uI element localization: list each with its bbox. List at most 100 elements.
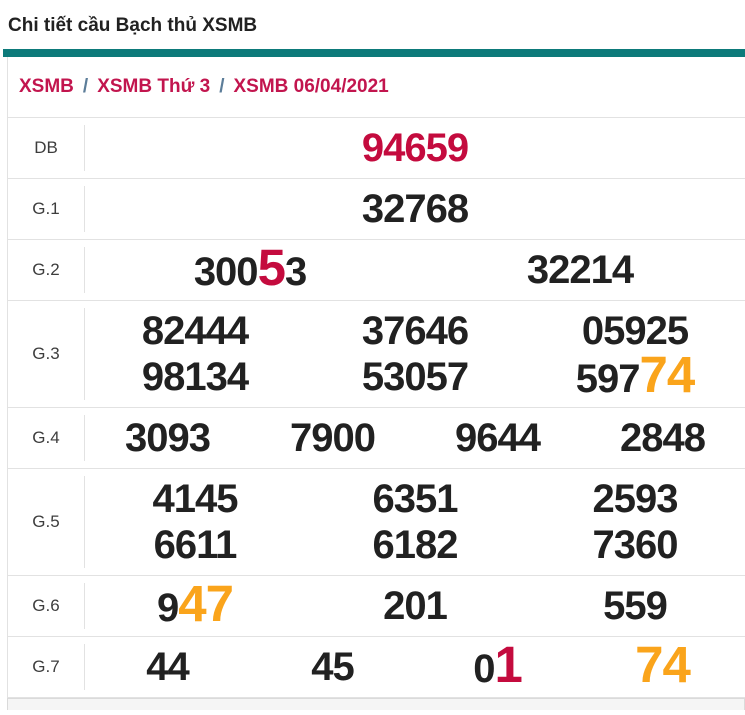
prize-number: 53057 — [305, 354, 525, 400]
prize-line: 6611 6182 7360 — [85, 522, 745, 568]
prize-number: 05925 — [525, 308, 745, 354]
digits: 9 — [157, 586, 179, 630]
prize-row-label: DB — [8, 125, 85, 171]
digits: 32768 — [361, 187, 469, 231]
digits: 6182 — [372, 523, 459, 567]
next-section-strip — [7, 698, 745, 710]
prize-line: 94659 — [85, 125, 745, 171]
digits: 32214 — [526, 248, 634, 292]
prize-line: 32768 — [85, 186, 745, 232]
prize-row-label: G.4 — [8, 415, 85, 461]
prize-number: 30053 — [85, 242, 415, 295]
prize-number: 74 — [580, 639, 745, 692]
digits: 7900 — [290, 416, 376, 460]
prize-row-db: DB 94659 — [8, 118, 745, 179]
prize-number: 94659 — [85, 125, 745, 171]
content-panel: XSMB / XSMB Thứ 3 / XSMB 06/04/2021 DB 94… — [7, 57, 745, 698]
results-table: DB 94659 G.1 32768 G.2 30053 32214 G.3 82444 3764… — [8, 117, 745, 698]
highlighted-digits: 74 — [639, 346, 696, 403]
prize-line: 30053 32214 — [85, 242, 745, 295]
prize-row-label: G.3 — [8, 308, 85, 400]
prize-line: 3093 7900 9644 2848 — [85, 415, 745, 461]
digits: 53057 — [361, 355, 469, 399]
prize-line: 44 45 01 74 — [85, 639, 745, 692]
prize-number: 01 — [415, 639, 580, 692]
prize-number: 32214 — [415, 247, 745, 293]
prize-row-values: 44 45 01 74 — [85, 639, 745, 692]
prize-row-label: G.5 — [8, 476, 85, 568]
prize-row-values: 947 201 559 — [85, 578, 745, 631]
digits: 45 — [311, 645, 354, 689]
prize-row-values: 94659 — [85, 125, 745, 171]
digits: 6611 — [153, 523, 238, 567]
digits: 98134 — [141, 355, 249, 399]
prize-number: 45 — [250, 644, 415, 690]
prize-number: 6182 — [305, 522, 525, 568]
prize-row-g6: G.6 947 201 559 — [8, 576, 745, 637]
breadcrumb-link-xsmb[interactable]: XSMB — [19, 76, 74, 97]
digits: 6351 — [372, 477, 459, 521]
prize-number: 3093 — [85, 415, 250, 461]
breadcrumb-link-xsmb-date[interactable]: XSMB 06/04/2021 — [233, 76, 389, 97]
prize-row-g1: G.1 32768 — [8, 179, 745, 240]
highlighted-digits: 1 — [494, 636, 522, 693]
prize-number: 7900 — [250, 415, 415, 461]
digits: 9644 — [455, 416, 541, 460]
accent-bar — [3, 49, 745, 57]
breadcrumb-link-xsmb-thu-3[interactable]: XSMB Thứ 3 — [97, 76, 211, 97]
digits: 44 — [146, 645, 189, 689]
digits: 2848 — [620, 416, 706, 460]
digits: 597 — [575, 357, 641, 401]
highlighted-digits: 94659 — [361, 126, 469, 170]
prize-line: 98134 53057 59774 — [85, 349, 745, 402]
breadcrumb-separator: / — [219, 76, 225, 97]
page-title: Chi tiết cầu Bạch thủ XSMB — [8, 15, 258, 36]
prize-number: 947 — [85, 578, 305, 631]
prize-row-g5: G.5 4145 6351 2593 6611 6182 7360 — [8, 469, 745, 576]
prize-number: 4145 — [85, 476, 305, 522]
highlighted-digits: 47 — [178, 575, 234, 632]
prize-row-g3: G.3 82444 37646 05925 98134 53057 59774 — [8, 301, 745, 408]
digits: 3093 — [125, 416, 211, 460]
prize-number: 82444 — [85, 308, 305, 354]
prize-row-label: G.7 — [8, 644, 85, 690]
digits: 7360 — [592, 523, 679, 567]
prize-row-label: G.6 — [8, 583, 85, 629]
prize-number: 9644 — [415, 415, 580, 461]
prize-number: 559 — [525, 583, 745, 629]
prize-line: 947 201 559 — [85, 578, 745, 631]
breadcrumb: XSMB / XSMB Thứ 3 / XSMB 06/04/2021 — [8, 57, 745, 117]
prize-number: 6351 — [305, 476, 525, 522]
digits: 559 — [603, 584, 668, 628]
prize-row-g2: G.2 30053 32214 — [8, 240, 745, 301]
prize-row-g4: G.4 3093 7900 9644 2848 — [8, 408, 745, 469]
highlighted-digits: 5 — [257, 239, 286, 296]
prize-number: 59774 — [525, 349, 745, 402]
prize-row-values: 82444 37646 05925 98134 53057 59774 — [85, 308, 745, 402]
digits: 4145 — [152, 477, 239, 521]
prize-row-values: 30053 32214 — [85, 242, 745, 295]
prize-row-values: 3093 7900 9644 2848 — [85, 415, 745, 461]
prize-row-g7: G.7 44 45 01 74 — [8, 637, 745, 698]
prize-number: 44 — [85, 644, 250, 690]
prize-number: 2848 — [580, 415, 745, 461]
prize-number: 32768 — [85, 186, 745, 232]
prize-number: 37646 — [305, 308, 525, 354]
digits: 300 — [193, 250, 259, 294]
prize-row-values: 32768 — [85, 186, 745, 232]
digits: 37646 — [361, 309, 469, 353]
prize-line: 82444 37646 05925 — [85, 308, 745, 354]
prize-number: 7360 — [525, 522, 745, 568]
prize-number: 98134 — [85, 354, 305, 400]
prize-number: 6611 — [85, 522, 305, 568]
prize-row-label: G.2 — [8, 247, 85, 293]
digits: 2593 — [592, 477, 679, 521]
prize-number: 2593 — [525, 476, 745, 522]
prize-line: 4145 6351 2593 — [85, 476, 745, 522]
highlighted-digits: 74 — [635, 636, 691, 693]
prize-row-label: G.1 — [8, 186, 85, 232]
breadcrumb-separator: / — [82, 76, 89, 97]
digits: 201 — [383, 584, 448, 628]
prize-row-values: 4145 6351 2593 6611 6182 7360 — [85, 476, 745, 568]
digits: 82444 — [141, 309, 249, 353]
